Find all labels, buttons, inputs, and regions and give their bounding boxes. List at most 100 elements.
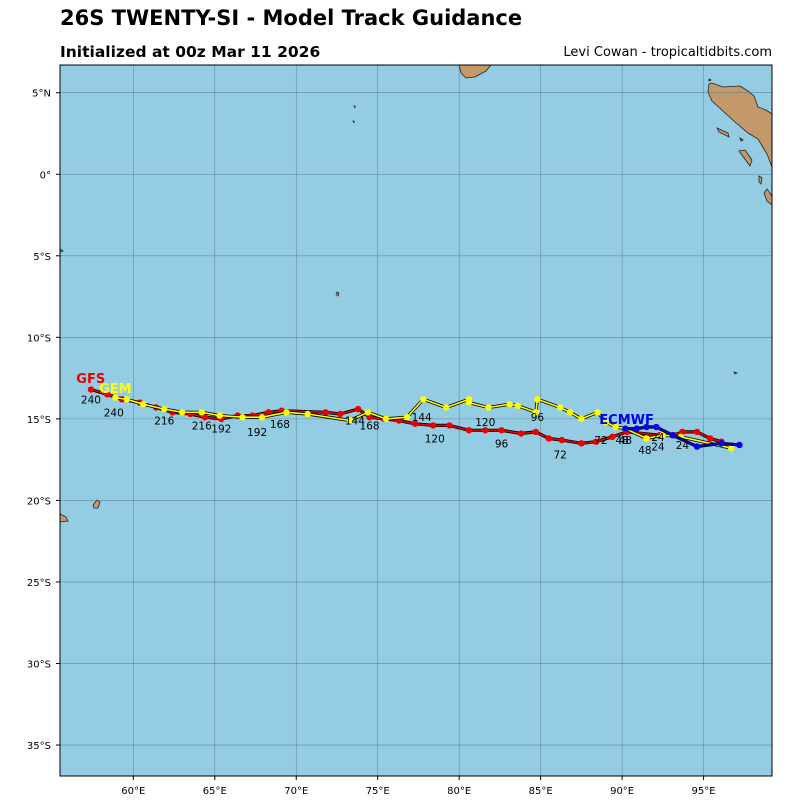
gfs-track-point: [87, 386, 95, 393]
lon-tick-label: 95°E: [692, 786, 716, 797]
gem-track-point: [123, 396, 131, 403]
land-island-a: [716, 127, 730, 138]
lat-tick-label: 20°S: [27, 496, 51, 507]
gfs-track-point: [337, 410, 344, 418]
map-title: 26S TWENTY-SI - Model Track Guidance: [60, 6, 523, 30]
land-sumatra: [707, 82, 772, 168]
gem-track-point: [178, 409, 186, 416]
gem-track-point: [346, 417, 354, 424]
land-island-g: [60, 248, 64, 253]
ecmwf-hour-label: 48: [615, 435, 628, 447]
gem-model-label: GEM: [99, 382, 131, 397]
lat-tick-label: 35°S: [27, 741, 51, 752]
gfs-track-point: [532, 428, 539, 436]
gfs-hour-label: 144: [345, 416, 365, 428]
ocean-background: [60, 65, 772, 776]
ecmwf-track-point: [622, 425, 629, 432]
gfs-track-point: [545, 435, 552, 442]
gem-track-point: [594, 409, 601, 416]
lon-tick-label: 85°E: [529, 786, 553, 797]
gem-track-point: [728, 445, 735, 452]
gem-track-point: [304, 410, 311, 418]
ecmwf-track-point: [633, 425, 640, 432]
ecmwf-track-point: [653, 423, 660, 431]
gfs-hour-label: 72: [554, 450, 567, 462]
gem-track-point: [403, 414, 411, 421]
lon-tick-label: 90°E: [610, 786, 634, 797]
gem-track-point: [566, 409, 574, 416]
lat-tick-label: 15°S: [27, 415, 51, 426]
gem-track-point: [216, 412, 223, 419]
ecmwf-track-point: [693, 443, 701, 450]
gem-hour-label: 240: [104, 407, 124, 419]
gfs-track-point: [706, 435, 714, 442]
gfs-track-point: [322, 409, 329, 416]
gfs-track-point: [517, 430, 525, 437]
model-tracks: [87, 386, 743, 452]
gfs-track-point: [104, 391, 111, 398]
gem-track-point: [112, 394, 119, 401]
gem-track-point: [659, 431, 667, 439]
land-island-f: [708, 78, 712, 82]
gem-track-point: [442, 404, 450, 411]
lon-tick-label: 60°E: [121, 786, 145, 797]
gfs-track-point: [693, 428, 701, 436]
gfs-track-point: [465, 427, 473, 434]
gfs-track-point: [609, 433, 616, 441]
land-sri-lanka: [458, 65, 492, 79]
gfs-model-label: GFS: [76, 372, 105, 387]
gfs-hour-label: 192: [211, 424, 231, 436]
land-island-b: [738, 149, 753, 167]
gem-track-point: [283, 409, 290, 416]
land-chagos: [335, 291, 340, 297]
gfs-track-point: [201, 414, 209, 421]
gem-hour-label: 96: [531, 412, 545, 424]
land-madagascar: [60, 513, 69, 523]
lat-tick-label: 30°S: [27, 659, 51, 670]
gem-track-point: [578, 415, 585, 423]
gfs-track-point: [411, 420, 419, 427]
gem-track-point: [382, 415, 390, 423]
gem-hour-label: 216: [192, 420, 212, 432]
gfs-track-point: [446, 422, 453, 429]
gem-track-point: [364, 409, 372, 416]
lat-tick-label: 5°S: [33, 252, 51, 263]
gem-track-point: [420, 396, 427, 403]
ecmwf-track-point: [669, 431, 676, 439]
gfs-track-point: [679, 428, 686, 436]
gem-track-point: [198, 409, 205, 416]
forecast-hour-labels: 2448729612014416819221624024487296120144…: [81, 394, 689, 461]
gfs-hour-label: 240: [81, 394, 101, 406]
land-island-c: [758, 175, 763, 185]
gfs-hour-label: 48: [619, 435, 632, 447]
gfs-hour-label: 168: [270, 419, 290, 431]
land-island-e: [739, 137, 744, 142]
gem-track-point: [534, 396, 541, 403]
gem-track-point: [532, 409, 539, 416]
lon-tick-label: 70°E: [284, 786, 308, 797]
lon-tick-label: 75°E: [366, 786, 390, 797]
gem-hour-label: 24: [651, 442, 665, 454]
ecmwf-track-point: [736, 441, 743, 449]
lon-tick-label: 65°E: [203, 786, 227, 797]
gem-track-point: [506, 400, 513, 408]
gfs-track-point: [578, 440, 585, 447]
gem-hour-label: 48: [638, 445, 651, 457]
gem-hour-label: 72: [594, 435, 607, 447]
lat-tick-label: 10°S: [27, 333, 51, 344]
gem-track-point: [465, 396, 473, 403]
gem-hour-label: 120: [475, 417, 495, 429]
gem-track-point: [139, 400, 147, 408]
gfs-hour-label: 216: [154, 416, 174, 428]
credit-text: Levi Cowan - tropicaltidbits.com: [563, 45, 772, 60]
gem-track-point: [602, 418, 610, 426]
gfs-hour-label: 24: [676, 440, 690, 452]
land-islet: [353, 105, 356, 109]
map-frame: [59, 64, 773, 777]
gem-track-point: [258, 414, 266, 421]
gfs-hour-label: 120: [425, 433, 445, 445]
gem-track-point: [643, 435, 650, 442]
init-time: Initialized at 00z Mar 11 2026: [60, 43, 321, 61]
